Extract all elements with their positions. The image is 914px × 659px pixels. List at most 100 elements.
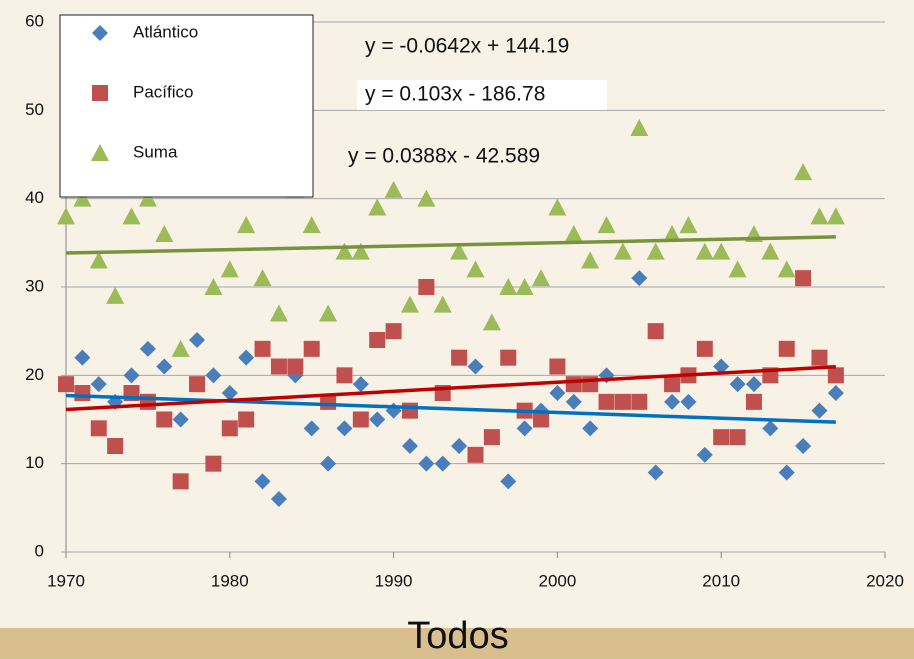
square-marker bbox=[549, 358, 566, 375]
square-marker bbox=[139, 393, 156, 410]
diamond-marker bbox=[696, 446, 713, 463]
legend: Atlántico Pacífico Suma bbox=[59, 14, 314, 198]
square-marker bbox=[467, 446, 484, 463]
square-marker bbox=[614, 393, 631, 410]
square-marker bbox=[156, 411, 173, 428]
square-marker bbox=[811, 349, 828, 366]
x-tick-label: 2000 bbox=[538, 571, 576, 590]
square-marker bbox=[795, 270, 812, 287]
triangle-marker bbox=[204, 278, 223, 295]
square-marker bbox=[565, 376, 582, 393]
diamond-marker bbox=[172, 411, 189, 428]
triangle-marker bbox=[712, 242, 731, 260]
diamond-marker bbox=[451, 438, 468, 454]
triangle-marker bbox=[335, 242, 354, 260]
diamond-marker bbox=[565, 393, 582, 410]
x-tick-label: 1980 bbox=[211, 571, 249, 590]
triangle-marker bbox=[384, 180, 403, 198]
diamond-marker bbox=[778, 464, 795, 481]
diamond-marker bbox=[713, 358, 730, 375]
square-marker bbox=[745, 393, 762, 410]
square-marker bbox=[238, 411, 255, 428]
triangle-marker bbox=[613, 242, 632, 260]
square-marker bbox=[647, 323, 664, 340]
triangle-marker bbox=[237, 216, 256, 234]
triangle-marker bbox=[106, 286, 125, 304]
diamond-marker bbox=[205, 367, 222, 384]
square-marker bbox=[189, 376, 206, 393]
trend-line bbox=[65, 393, 836, 424]
triangle-marker bbox=[581, 251, 600, 269]
trend-label: y = 0.103x - 186.78 bbox=[365, 83, 545, 106]
diamond-marker bbox=[303, 420, 320, 437]
diamond-marker bbox=[762, 420, 779, 437]
square-marker bbox=[664, 376, 681, 393]
square-marker bbox=[483, 429, 500, 446]
triangle-marker bbox=[253, 269, 272, 287]
diamond-marker bbox=[745, 376, 762, 393]
diamond-marker bbox=[270, 491, 287, 507]
triangle-marker bbox=[433, 295, 452, 313]
triangle-marker bbox=[794, 163, 813, 181]
diamond-marker bbox=[123, 367, 140, 384]
x-tick-label: 1970 bbox=[47, 571, 85, 590]
diamond-marker bbox=[500, 473, 517, 490]
diamond-marker bbox=[320, 455, 337, 472]
diamond-marker bbox=[254, 473, 271, 490]
triangle-marker bbox=[810, 207, 829, 225]
triangle-marker bbox=[319, 304, 338, 322]
triangle-marker bbox=[91, 144, 109, 161]
square-marker bbox=[385, 323, 402, 340]
diamond-marker bbox=[418, 455, 435, 472]
triangle-marker bbox=[155, 225, 174, 242]
triangle-marker bbox=[351, 242, 370, 260]
square-marker bbox=[533, 411, 550, 428]
diamond-marker bbox=[434, 455, 451, 472]
diamond-marker bbox=[90, 376, 107, 393]
square-marker bbox=[303, 340, 320, 357]
diamond-marker bbox=[827, 385, 844, 401]
diamond-marker bbox=[729, 376, 746, 393]
triangle-marker bbox=[138, 189, 157, 207]
square-marker bbox=[58, 376, 74, 393]
diamond-marker bbox=[582, 420, 599, 437]
triangle-marker bbox=[515, 278, 534, 295]
square-marker bbox=[221, 420, 238, 437]
square-marker bbox=[205, 455, 222, 472]
diamond-marker bbox=[401, 438, 418, 454]
y-tick-label: 50 bbox=[25, 100, 44, 119]
triangle-marker bbox=[646, 242, 665, 260]
square-marker bbox=[500, 349, 517, 366]
square-marker bbox=[254, 340, 271, 357]
square-marker bbox=[631, 393, 648, 410]
square-marker bbox=[827, 367, 844, 384]
y-tick-label: 0 bbox=[35, 541, 44, 560]
diamond-marker bbox=[680, 393, 697, 410]
diamond-marker bbox=[92, 25, 108, 41]
triangle-marker bbox=[89, 251, 108, 269]
y-tick-label: 60 bbox=[25, 11, 44, 30]
triangle-marker bbox=[450, 242, 469, 260]
legend-label: Pacífico bbox=[133, 82, 193, 101]
square-marker bbox=[696, 340, 713, 357]
triangle-marker bbox=[466, 260, 485, 278]
y-tick-label: 10 bbox=[25, 453, 44, 472]
legend-label: Suma bbox=[133, 142, 178, 161]
square-marker bbox=[172, 473, 189, 490]
triangle-marker bbox=[728, 260, 747, 278]
diamond-marker bbox=[795, 438, 812, 454]
square-marker bbox=[287, 358, 304, 375]
y-tick-label: 20 bbox=[25, 365, 44, 384]
triangle-marker bbox=[564, 225, 583, 242]
triangle-marker bbox=[73, 189, 92, 207]
legend-box bbox=[59, 14, 314, 198]
triangle-marker bbox=[417, 189, 436, 207]
y-tick-label: 40 bbox=[25, 188, 44, 207]
triangle-marker bbox=[122, 207, 141, 225]
square-marker bbox=[90, 420, 107, 437]
diamond-marker bbox=[156, 358, 173, 375]
chart-title: Todos bbox=[407, 615, 508, 657]
triangle-marker bbox=[220, 260, 239, 278]
diamond-marker bbox=[74, 349, 91, 366]
square-marker bbox=[369, 332, 386, 348]
